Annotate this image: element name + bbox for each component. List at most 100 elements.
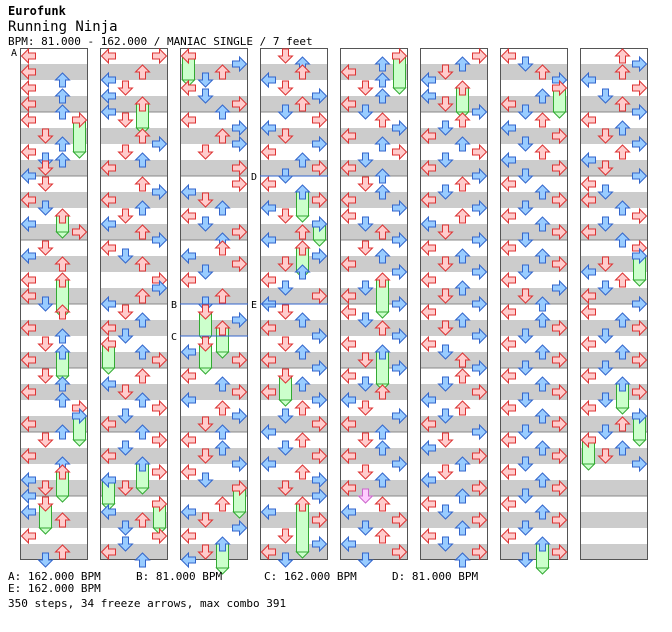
down-arrow <box>517 104 534 120</box>
left-arrow <box>580 287 596 305</box>
down-arrow <box>437 224 454 240</box>
beat-stripe <box>420 480 488 496</box>
right-arrow <box>552 415 568 433</box>
left-arrow <box>100 87 116 105</box>
down-arrow <box>357 240 374 256</box>
legend-bpm-c: C: 162.000 BPM <box>264 570 357 583</box>
left-arrow <box>340 367 356 385</box>
right-arrow <box>312 471 328 489</box>
up-arrow <box>374 72 391 88</box>
up-arrow <box>454 112 471 128</box>
up-arrow <box>374 384 391 400</box>
down-arrow <box>117 208 134 224</box>
down-arrow <box>597 448 614 464</box>
beat-stripe <box>20 416 88 432</box>
right-arrow <box>312 215 328 233</box>
up-arrow <box>294 376 311 392</box>
left-arrow <box>20 63 36 81</box>
up-arrow <box>614 312 631 328</box>
up-arrow <box>374 56 391 72</box>
column-border <box>20 48 88 560</box>
down-arrow <box>197 192 214 208</box>
up-arrow <box>614 200 631 216</box>
beat-stripe <box>100 64 168 80</box>
up-arrow <box>534 472 551 488</box>
right-arrow <box>392 327 408 345</box>
down-arrow <box>437 536 454 552</box>
up-arrow <box>454 552 471 568</box>
up-arrow <box>374 184 391 200</box>
artist-name: Eurofunk <box>8 4 66 18</box>
right-arrow <box>552 79 568 97</box>
down-arrow <box>117 328 134 344</box>
left-arrow <box>260 455 276 473</box>
left-arrow <box>20 215 36 233</box>
up-arrow <box>294 400 311 416</box>
left-arrow <box>180 551 196 569</box>
beat-stripe <box>100 96 168 112</box>
right-arrow <box>472 383 488 401</box>
freeze-tail <box>535 567 550 575</box>
right-arrow <box>472 327 488 345</box>
beat-stripe <box>260 416 328 432</box>
left-arrow <box>500 527 516 545</box>
left-arrow <box>500 207 516 225</box>
left-arrow <box>20 527 36 545</box>
down-arrow <box>117 248 134 264</box>
left-arrow <box>100 71 116 89</box>
up-arrow <box>454 280 471 296</box>
legend-bpm-a: A: 162.000 BPM <box>8 570 101 583</box>
left-arrow <box>260 423 276 441</box>
down-arrow <box>517 360 534 376</box>
down-arrow <box>197 472 214 488</box>
up-arrow <box>54 208 71 224</box>
freeze-tail <box>135 487 150 495</box>
left-arrow <box>100 215 116 233</box>
beat-stripe <box>180 448 248 464</box>
freeze-tail <box>215 351 230 359</box>
up-arrow <box>294 432 311 448</box>
chart-summary: 350 steps, 34 freeze arrows, max combo 3… <box>8 597 287 610</box>
left-arrow <box>340 207 356 225</box>
down-arrow <box>437 256 454 272</box>
beat-stripe <box>180 256 248 272</box>
down-arrow <box>517 392 534 408</box>
up-arrow <box>214 200 231 216</box>
legend-bpm-d: D: 81.000 BPM <box>392 570 479 583</box>
up-arrow <box>614 440 631 456</box>
down-arrow <box>597 360 614 376</box>
left-arrow <box>340 303 356 321</box>
right-arrow <box>632 167 648 185</box>
beat-stripe <box>420 128 488 144</box>
up-arrow <box>294 344 311 360</box>
up-arrow <box>294 312 311 328</box>
beat-stripe <box>340 160 408 176</box>
down-arrow <box>357 176 374 192</box>
up-arrow <box>614 48 631 64</box>
beat-stripe <box>420 416 488 432</box>
right-arrow <box>552 511 568 529</box>
left-arrow <box>500 399 516 417</box>
down-arrow <box>597 88 614 104</box>
left-arrow <box>420 471 436 489</box>
up-arrow <box>454 176 471 192</box>
left-arrow <box>100 543 116 561</box>
right-arrow <box>632 319 648 337</box>
down-arrow <box>37 128 54 144</box>
right-arrow <box>232 407 248 425</box>
up-arrow <box>534 344 551 360</box>
down-arrow <box>277 256 294 272</box>
beat-stripe <box>580 192 648 208</box>
up-arrow <box>134 96 151 112</box>
right-arrow <box>552 447 568 465</box>
left-arrow <box>260 119 276 137</box>
beat-stripe <box>420 544 488 560</box>
right-arrow <box>312 487 328 505</box>
left-arrow <box>500 239 516 257</box>
up-arrow <box>294 96 311 112</box>
up-arrow <box>454 208 471 224</box>
beat-stripe <box>340 288 408 304</box>
left-arrow <box>260 543 276 561</box>
down-arrow <box>357 352 374 368</box>
